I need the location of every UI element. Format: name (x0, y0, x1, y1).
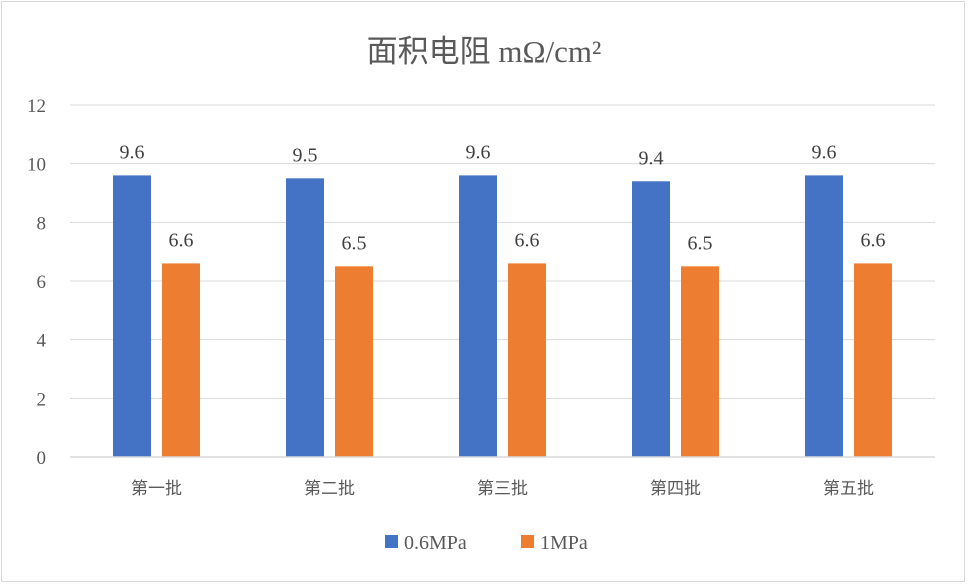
y-tick-label: 4 (37, 331, 47, 352)
bar-series1 (286, 178, 324, 458)
legend-label: 1MPa (540, 532, 588, 554)
data-label: 9.5 (293, 144, 318, 166)
bars (113, 175, 892, 458)
x-axis-categories: 第一批 第二批 第三批 第四批 第五批 (131, 479, 874, 499)
y-tick-label: 2 (37, 389, 47, 410)
data-label: 6.6 (861, 229, 886, 251)
chart-title: 面积电阻 mΩ/cm² (367, 34, 602, 69)
bar-series1 (459, 175, 497, 457)
x-category-label: 第四批 (650, 479, 701, 499)
y-tick-label: 0 (37, 448, 47, 469)
gridlines (70, 104, 935, 399)
bar-series2 (335, 266, 373, 457)
bar-series1 (632, 181, 670, 457)
legend-label: 0.6MPa (404, 532, 467, 554)
data-label: 9.4 (639, 147, 664, 169)
y-tick-label: 12 (27, 96, 46, 117)
data-label: 9.6 (120, 141, 145, 163)
bar-series2 (162, 263, 200, 457)
x-category-label: 第一批 (131, 479, 182, 499)
y-tick-label: 6 (37, 272, 47, 293)
x-category-label: 第二批 (304, 479, 355, 499)
data-label: 6.5 (688, 232, 713, 254)
legend-swatch (385, 535, 398, 548)
bar-series1 (113, 175, 151, 457)
y-tick-label: 8 (37, 213, 47, 234)
x-category-label: 第三批 (477, 479, 528, 499)
bar-series2 (854, 263, 892, 457)
bar-series2 (681, 266, 719, 457)
x-category-label: 第五批 (823, 479, 874, 499)
legend-swatch (521, 535, 534, 548)
y-axis-ticks: 0 2 4 6 8 10 12 (27, 96, 47, 469)
bar-series2 (508, 263, 546, 457)
y-tick-label: 10 (27, 155, 46, 176)
data-label: 9.6 (466, 141, 491, 163)
legend: 0.6MPa 1MPa (385, 532, 588, 554)
data-labels: 9.6 6.6 9.5 6.5 9.6 6.6 9.4 6.5 9.6 6.6 (120, 141, 886, 254)
data-label: 9.6 (812, 141, 837, 163)
data-label: 6.6 (169, 229, 194, 251)
data-label: 6.6 (515, 229, 540, 251)
data-label: 6.5 (342, 232, 367, 254)
bar-series1 (805, 175, 843, 457)
